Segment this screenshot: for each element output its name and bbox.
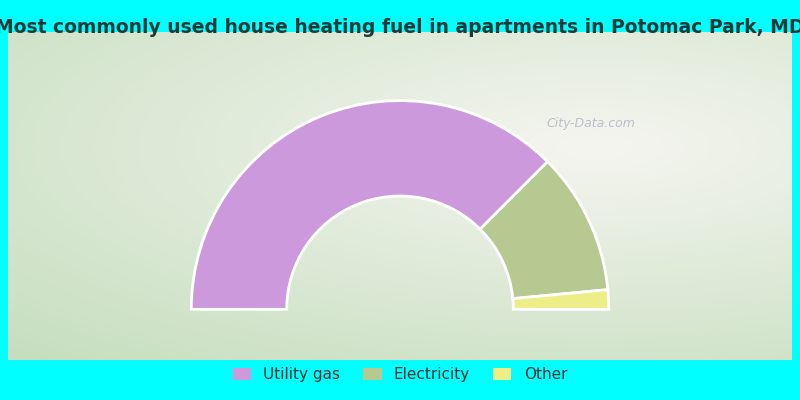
Legend: Utility gas, Electricity, Other: Utility gas, Electricity, Other xyxy=(226,361,574,388)
Text: Most commonly used house heating fuel in apartments in Potomac Park, MD: Most commonly used house heating fuel in… xyxy=(0,18,800,37)
Wedge shape xyxy=(191,100,547,309)
Wedge shape xyxy=(513,290,609,309)
Text: City-Data.com: City-Data.com xyxy=(546,117,635,130)
Wedge shape xyxy=(480,162,608,299)
